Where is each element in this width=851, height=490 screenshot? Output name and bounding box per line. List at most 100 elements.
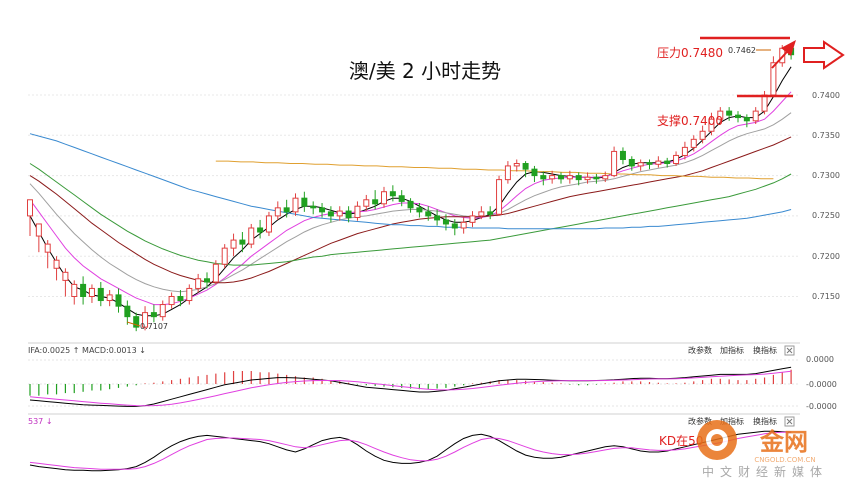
candle-body — [761, 94, 768, 112]
candle-body — [177, 296, 184, 302]
macd-header: IFA:0.0025 ↑ MACD:0.0013 ↓ — [28, 346, 146, 355]
candle-body — [27, 199, 33, 217]
candle-body — [35, 223, 42, 237]
logo-url: CNGOLD.COM.CN — [754, 456, 815, 464]
candle-body — [283, 207, 290, 213]
candle-body — [637, 162, 644, 167]
candle-body — [204, 278, 210, 283]
candle-body — [257, 227, 264, 233]
candle-body — [513, 163, 520, 167]
macd-lines — [29, 366, 792, 407]
candle-body — [381, 191, 387, 205]
kdj-edit-params-link[interactable]: 改参数 — [688, 416, 712, 426]
low-pointer — [126, 321, 141, 327]
candle-body — [239, 239, 246, 245]
cngold-logo: 金网 CNGOLD.COM.CN 中文财经新媒体 — [697, 420, 822, 479]
macd-histogram — [29, 369, 792, 396]
candle-body — [752, 110, 759, 122]
candle-body — [88, 287, 95, 298]
kdj-lines — [29, 430, 792, 472]
ma-line-4 — [29, 163, 792, 266]
candle-body — [150, 312, 157, 318]
moving-average-lines — [29, 66, 792, 317]
kdj-header: 537 ↓ — [28, 417, 53, 426]
price-tick: 0.7400 — [812, 91, 840, 100]
candle-body — [168, 296, 175, 306]
candle-body — [398, 195, 405, 202]
price-tick: 0.7250 — [812, 211, 840, 220]
candle-body — [522, 163, 529, 170]
price-axis: 0.7400 0.7350 0.7300 0.7250 0.7200 0.715… — [812, 91, 840, 301]
forecast-arrow — [803, 40, 845, 70]
candle-body — [221, 247, 228, 265]
candle-body — [566, 175, 573, 180]
kdj-add-indicator-link[interactable]: 加指标 — [720, 416, 744, 426]
kdj-k-line — [29, 430, 792, 472]
candle-body — [133, 316, 140, 328]
candle-body — [44, 243, 51, 253]
kdj-switch-indicator-link[interactable]: 换指标 — [753, 416, 777, 426]
candle-body — [265, 215, 272, 233]
chart-title: 澳/美 2 小时走势 — [349, 59, 501, 83]
candle-body — [673, 154, 680, 165]
candle-body — [708, 118, 715, 132]
candle-body — [53, 259, 60, 269]
kdj-d-line — [29, 431, 792, 470]
candle-body — [310, 205, 317, 209]
candle-body — [327, 211, 334, 217]
macd-add-indicator-link[interactable]: 加指标 — [720, 345, 744, 355]
price-tick: 0.7200 — [812, 252, 840, 261]
candle-body — [80, 283, 87, 298]
high-label: 0.7462 — [728, 46, 756, 55]
candle-body — [496, 179, 503, 215]
support-label: 支撑0.7400 — [657, 113, 723, 128]
candle-body — [345, 210, 352, 219]
candle-body — [664, 160, 671, 165]
uptrend-arrowhead — [781, 40, 796, 56]
candle-body — [619, 150, 626, 160]
candle-body — [336, 210, 343, 217]
macd-tick: 0.0000 — [806, 355, 834, 364]
candle-body — [460, 221, 467, 229]
candle-body — [540, 175, 547, 180]
candle-body — [504, 165, 511, 181]
candle-body — [735, 114, 741, 119]
macd-switch-indicator-link[interactable]: 换指标 — [753, 345, 777, 355]
ma-line-0 — [29, 66, 792, 317]
candle-body — [142, 312, 149, 328]
macd-edit-params-link[interactable]: 改参数 — [688, 345, 712, 355]
candle-body — [124, 305, 131, 318]
candle-body — [159, 304, 166, 318]
candle-body — [106, 294, 113, 302]
candle-body — [434, 215, 441, 221]
candle-body — [726, 110, 733, 116]
candle-body — [558, 175, 564, 180]
resistance-label: 压力0.7480 — [657, 46, 723, 60]
candle-body — [186, 287, 193, 302]
candle-body — [425, 211, 432, 217]
candle-body — [575, 175, 582, 181]
macd-tick: -0.0000 — [806, 402, 837, 411]
kdj-annotation: KD在50 — [659, 434, 703, 448]
close-icon — [786, 347, 793, 354]
low-label: 0.7107 — [140, 322, 168, 331]
candle-body — [655, 160, 662, 165]
price-tick: 0.7350 — [812, 131, 840, 140]
candle-body — [628, 158, 635, 167]
macd-dea-line — [29, 370, 792, 407]
candle-body — [212, 263, 219, 283]
candle-body — [230, 239, 237, 249]
candle-body — [195, 278, 202, 289]
candle-body — [646, 162, 653, 165]
price-tick: 0.7150 — [812, 292, 840, 301]
ma-line-3 — [29, 136, 792, 284]
candle-body — [292, 197, 299, 213]
candle-body — [71, 283, 78, 298]
candle-body — [531, 168, 538, 177]
candle-body — [274, 207, 281, 217]
candle-body — [442, 219, 449, 225]
macd-tick: -0.0000 — [806, 380, 837, 389]
ma-line-5 — [29, 133, 792, 230]
candle-body — [407, 200, 414, 209]
